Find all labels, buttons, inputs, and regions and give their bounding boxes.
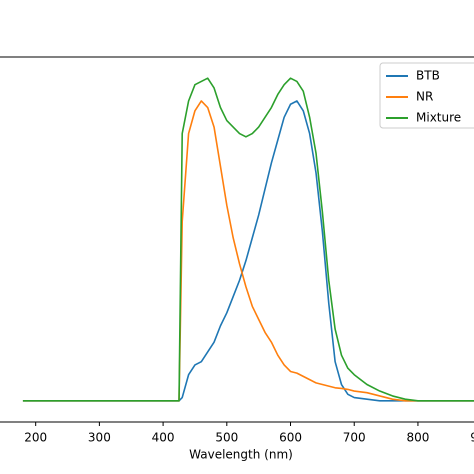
series-line (22, 77, 474, 402)
series-line (22, 100, 474, 402)
legend-label: BTB (416, 69, 440, 83)
x-tick-label: 400 (152, 431, 175, 445)
x-axis-label: Wavelength (nm) (189, 448, 293, 462)
x-tick-label: 300 (88, 431, 111, 445)
legend-label: NR (416, 90, 433, 104)
x-tick-label: 900 (470, 431, 474, 445)
x-tick-label: 800 (406, 431, 429, 445)
x-tick-label: 200 (24, 431, 47, 445)
x-tick-label: 700 (343, 431, 366, 445)
legend-label: Mixture (416, 111, 461, 125)
x-tick-label: 600 (279, 431, 302, 445)
x-tick-label: 500 (215, 431, 238, 445)
legend-box (379, 62, 474, 129)
series-line (22, 100, 474, 402)
